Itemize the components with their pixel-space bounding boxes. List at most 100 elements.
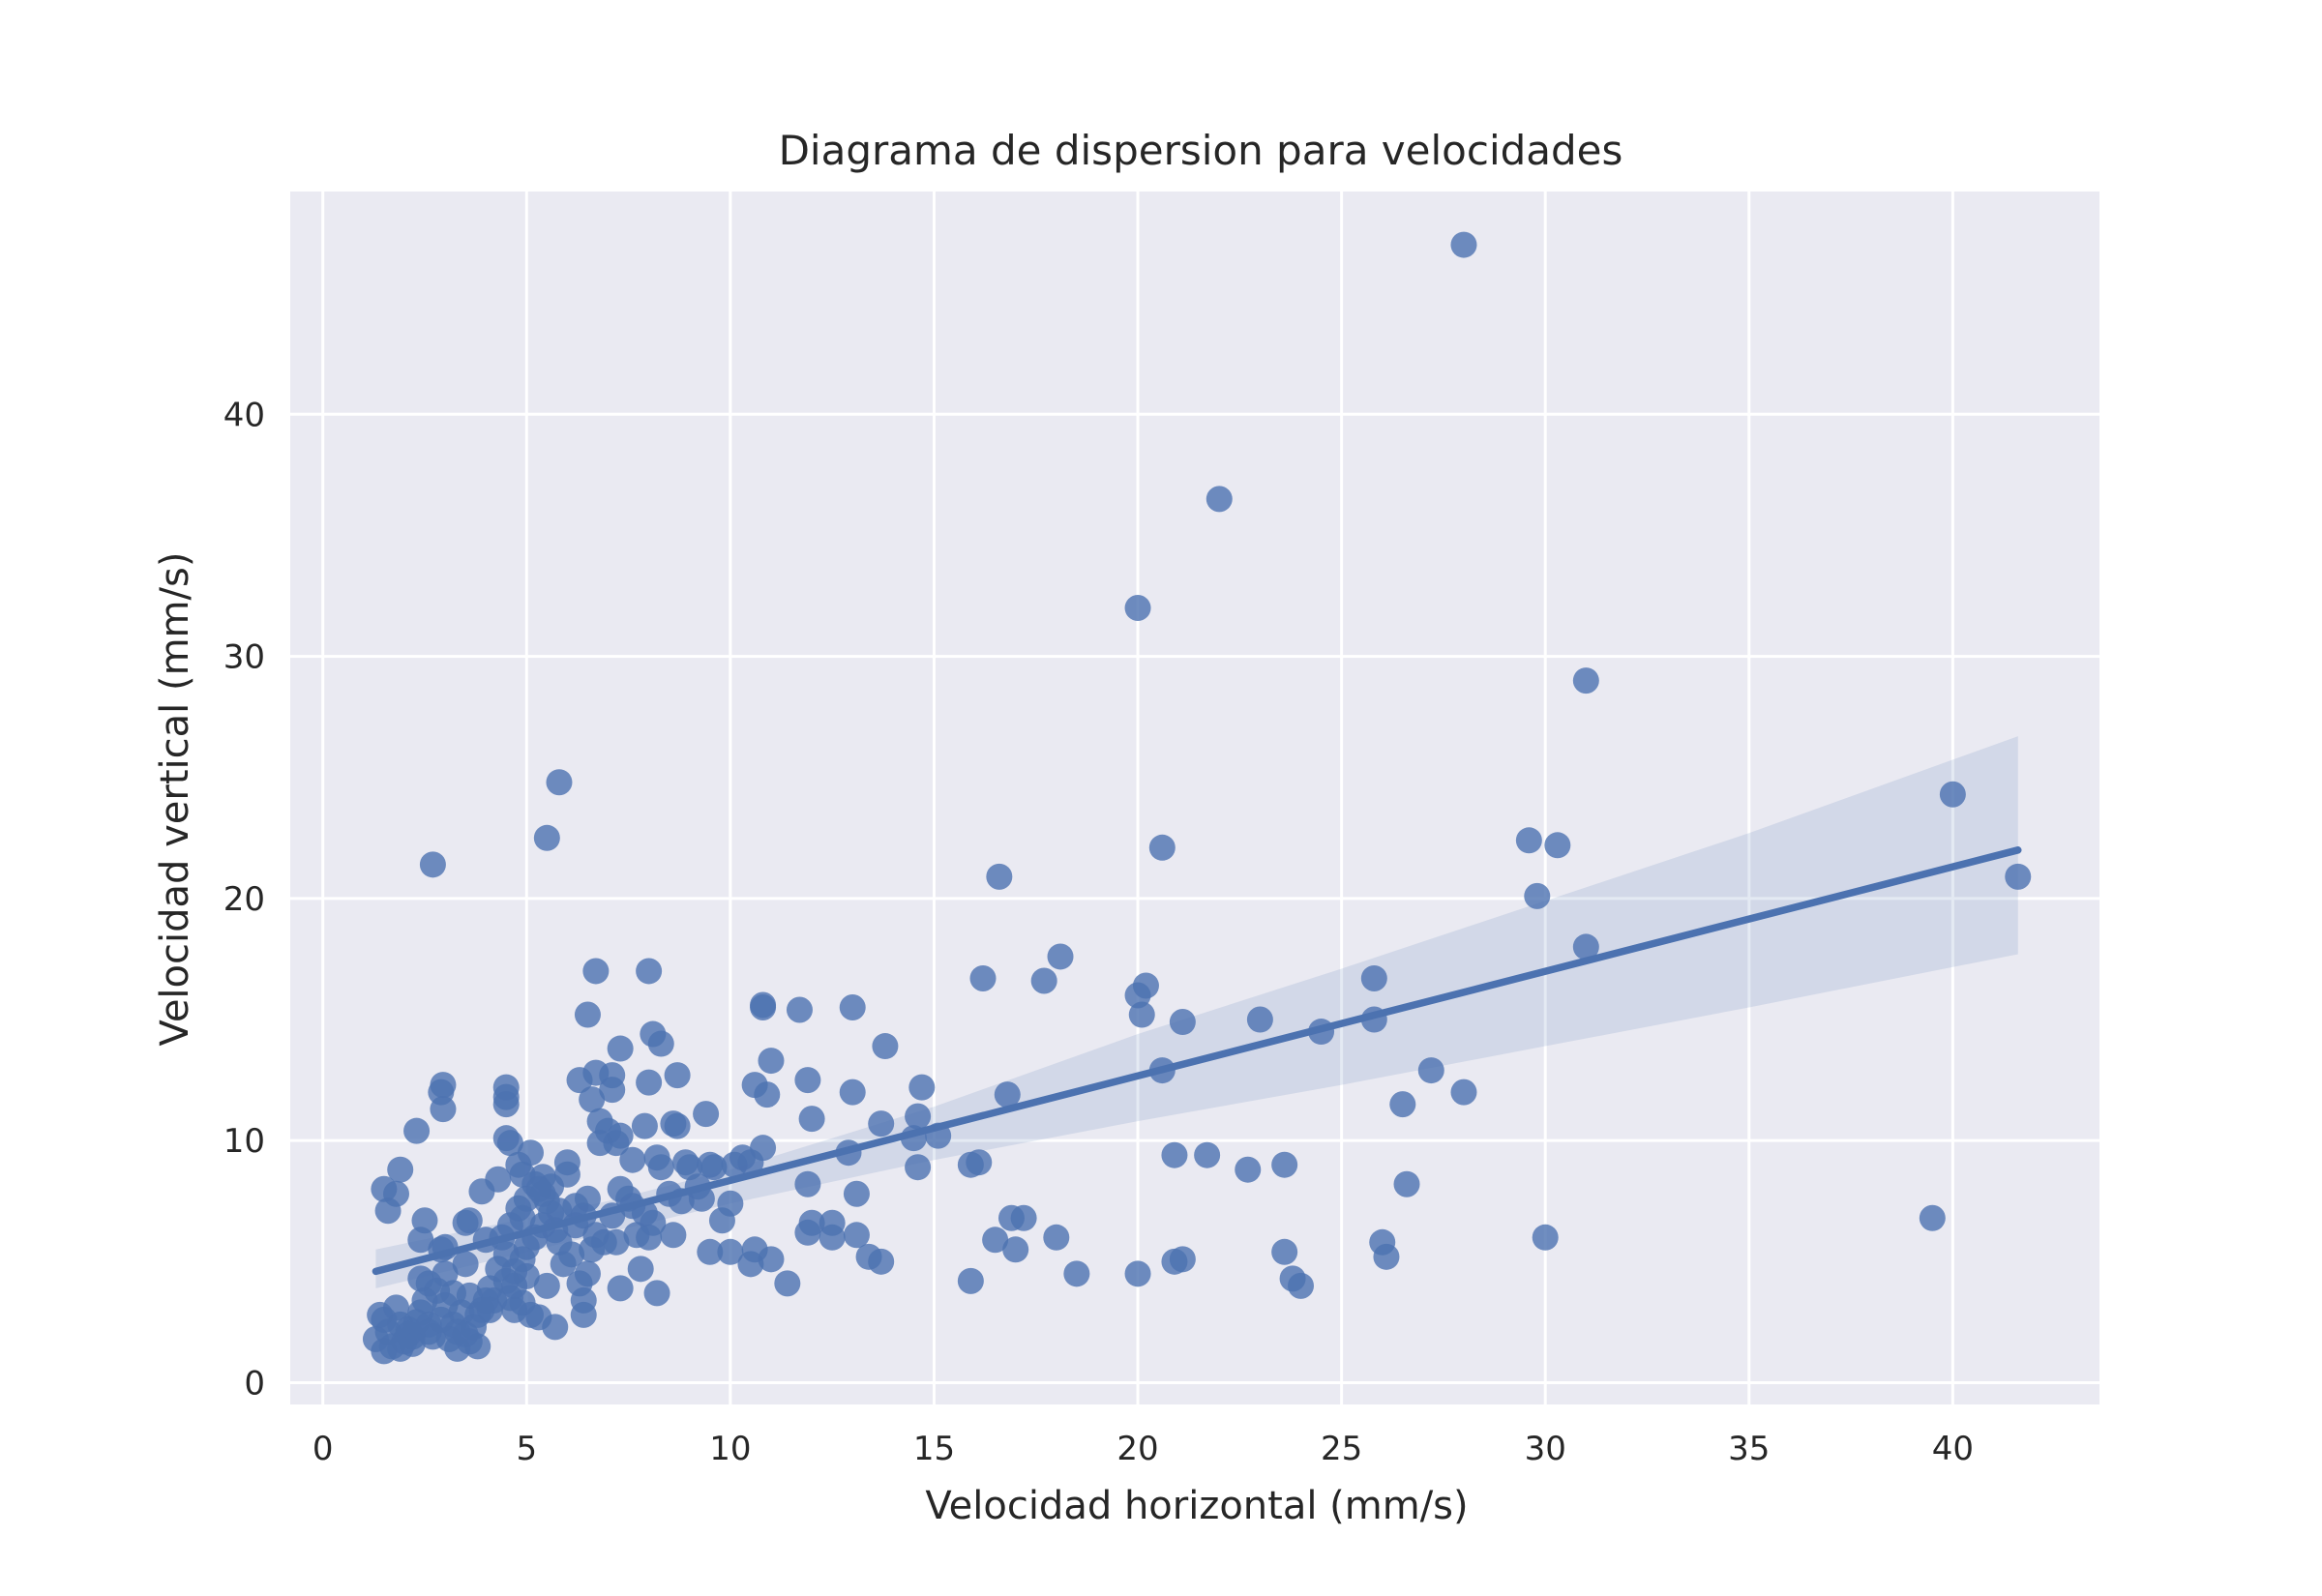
y-tick-label: 20 xyxy=(223,880,265,919)
data-point xyxy=(843,1222,870,1249)
data-point xyxy=(517,1139,544,1167)
data-point xyxy=(957,1267,984,1294)
data-point xyxy=(1030,967,1057,994)
x-tick-label: 35 xyxy=(1728,1430,1770,1468)
data-point xyxy=(496,1130,523,1157)
data-point xyxy=(533,824,560,851)
data-point xyxy=(542,1314,569,1341)
data-point xyxy=(994,1081,1021,1108)
x-tick-label: 40 xyxy=(1932,1430,1974,1468)
data-point xyxy=(868,1248,895,1275)
data-point xyxy=(485,1166,512,1193)
y-axis-label: Velocidad vertical (mm/s) xyxy=(153,552,197,1047)
data-point xyxy=(456,1328,483,1355)
data-point xyxy=(905,1154,932,1181)
data-point xyxy=(1524,882,1551,909)
data-point xyxy=(905,1103,932,1130)
data-point xyxy=(411,1207,438,1234)
data-point xyxy=(636,1069,663,1096)
data-point xyxy=(464,1301,491,1328)
data-point xyxy=(607,1035,634,1062)
data-point xyxy=(1373,1243,1400,1270)
data-point xyxy=(750,1135,777,1162)
data-point xyxy=(371,1306,398,1333)
data-point xyxy=(1393,1170,1420,1197)
data-point xyxy=(982,1227,1009,1254)
y-tick-label: 10 xyxy=(223,1122,265,1161)
data-point xyxy=(643,1144,670,1171)
data-point xyxy=(1124,595,1151,622)
data-point xyxy=(570,1286,597,1314)
data-point xyxy=(1515,827,1542,854)
x-tick-label: 15 xyxy=(913,1430,955,1468)
data-point xyxy=(1161,1141,1188,1168)
data-point xyxy=(1544,832,1571,859)
data-point xyxy=(819,1209,846,1236)
data-point xyxy=(794,1170,821,1197)
data-point xyxy=(1939,781,1966,808)
data-point xyxy=(758,1246,785,1273)
data-point xyxy=(492,1091,520,1118)
data-point xyxy=(603,1228,630,1256)
x-tick-label: 5 xyxy=(516,1430,537,1468)
y-tick-labels: 0 10 20 30 40 xyxy=(223,396,265,1403)
data-point xyxy=(794,1067,821,1094)
data-point xyxy=(452,1251,479,1278)
data-point xyxy=(1194,1141,1221,1168)
data-point xyxy=(574,1001,601,1028)
data-point xyxy=(664,1112,691,1139)
data-point xyxy=(647,1030,674,1057)
x-tick-label: 20 xyxy=(1116,1430,1158,1468)
data-point xyxy=(1417,1057,1444,1084)
data-point xyxy=(509,1204,536,1231)
data-point xyxy=(1124,1260,1151,1287)
regression-line xyxy=(372,846,2022,1276)
data-point xyxy=(717,1238,744,1265)
data-point xyxy=(1235,1156,1262,1183)
data-point xyxy=(969,964,997,991)
data-point xyxy=(383,1180,410,1207)
x-axis-label: Velocidad horizontal (mm/s) xyxy=(925,1484,1468,1528)
data-point xyxy=(872,1033,899,1060)
data-point xyxy=(574,1185,601,1212)
data-point xyxy=(599,1077,626,1104)
data-point xyxy=(430,1096,457,1123)
data-point xyxy=(1128,1001,1155,1028)
data-point xyxy=(754,1081,781,1108)
data-point xyxy=(839,994,866,1021)
data-point xyxy=(1169,1009,1196,1036)
data-point xyxy=(798,1209,825,1236)
data-point xyxy=(407,1227,434,1254)
grid-lines xyxy=(290,192,2099,1404)
data-point xyxy=(986,863,1013,890)
data-point xyxy=(640,1209,667,1236)
data-point xyxy=(737,1251,764,1278)
data-point xyxy=(439,1280,466,1307)
chart-title: Diagrama de dispersion para velocidades xyxy=(779,127,1623,174)
data-point xyxy=(533,1272,560,1299)
data-point xyxy=(1288,1272,1315,1299)
data-point xyxy=(700,1154,728,1181)
data-point xyxy=(1169,1246,1196,1273)
data-point xyxy=(1572,667,1599,695)
data-point xyxy=(1572,933,1599,961)
data-point xyxy=(966,1149,993,1176)
data-point xyxy=(839,1079,866,1106)
data-point xyxy=(1010,1204,1037,1231)
data-point xyxy=(1206,486,1233,513)
x-tick-labels: 0 5 10 15 20 25 30 35 40 xyxy=(313,1430,1974,1468)
data-point xyxy=(774,1270,801,1297)
data-point xyxy=(627,1256,654,1283)
data-point xyxy=(456,1207,483,1234)
data-point xyxy=(697,1238,724,1265)
data-point xyxy=(399,1330,426,1357)
y-tick-label: 0 xyxy=(244,1364,265,1403)
x-tick-label: 0 xyxy=(313,1430,334,1468)
data-point xyxy=(664,1062,691,1089)
y-tick-label: 40 xyxy=(223,396,265,434)
data-point xyxy=(798,1106,825,1133)
data-point xyxy=(631,1112,658,1139)
data-point xyxy=(415,1311,442,1338)
data-point xyxy=(607,1122,634,1149)
